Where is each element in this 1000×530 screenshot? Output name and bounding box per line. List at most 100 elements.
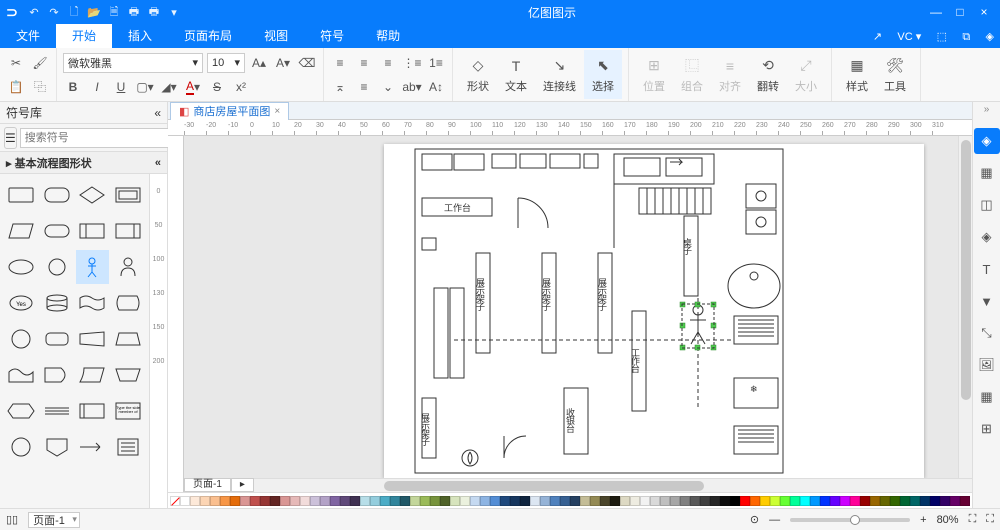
tab-insert[interactable]: 插入 <box>112 24 168 48</box>
arrange-flip[interactable]: ⟲翻转 <box>749 50 787 99</box>
color-swatch[interactable] <box>280 496 290 506</box>
style-button[interactable]: ▦样式 <box>838 50 876 99</box>
shape-tape[interactable] <box>76 286 110 320</box>
category-header[interactable]: ▸ 基本流程图形状« <box>0 152 167 174</box>
doctab-active[interactable]: ◧ 商店房屋平面图 × <box>170 102 289 120</box>
shape-person2[interactable] <box>111 250 145 284</box>
font-clear[interactable]: ⌫ <box>297 53 317 73</box>
shape-process[interactable] <box>40 322 74 356</box>
valign-top[interactable]: ⌅ <box>330 77 350 97</box>
color-swatch[interactable] <box>920 496 930 506</box>
rb-2[interactable]: ◫ <box>974 192 1000 218</box>
color-swatch[interactable] <box>290 496 300 506</box>
close-button[interactable]: × <box>976 5 992 19</box>
color-swatch[interactable] <box>200 496 210 506</box>
tool-select[interactable]: ⬉选择 <box>584 50 622 99</box>
numbering[interactable]: 1≡ <box>426 53 446 73</box>
align-left[interactable]: ≡ <box>330 53 350 73</box>
tab-view[interactable]: 视图 <box>248 24 304 48</box>
color-swatch[interactable] <box>500 496 510 506</box>
scrollbar-horizontal[interactable] <box>184 478 972 492</box>
collapse-left-icon[interactable]: « <box>154 106 161 120</box>
rb-5[interactable]: ▼ <box>974 288 1000 314</box>
shape-noteframe[interactable]: Type the sidemember of <box>111 394 145 428</box>
color-swatch[interactable] <box>700 496 710 506</box>
color-swatch[interactable] <box>410 496 420 506</box>
qat-new[interactable]: 🗋 <box>64 2 84 22</box>
color-swatch[interactable] <box>760 496 770 506</box>
color-swatch[interactable] <box>660 496 670 506</box>
sb-full[interactable]: ⛶ <box>986 513 994 526</box>
canvas-viewport[interactable]: 工作台 展示架子 展示架子 展示架子 工作台 桌子 <box>168 136 972 492</box>
page-tab[interactable]: 页面-1 <box>184 478 231 492</box>
copy-button[interactable]: ⿻ <box>30 77 50 97</box>
color-swatch[interactable] <box>480 496 490 506</box>
color-swatch[interactable] <box>260 496 270 506</box>
strike-button[interactable]: S <box>207 77 227 97</box>
shape-wave[interactable] <box>4 358 38 392</box>
color-swatch[interactable] <box>570 496 580 506</box>
shape-trap2[interactable] <box>111 358 145 392</box>
shape-manual[interactable] <box>76 322 110 356</box>
color-swatch[interactable] <box>300 496 310 506</box>
tab-layout[interactable]: 页面布局 <box>168 24 248 48</box>
color-swatch[interactable] <box>910 496 920 506</box>
rb-4[interactable]: T <box>974 256 1000 282</box>
color-swatch[interactable] <box>470 496 480 506</box>
color-swatch[interactable] <box>590 496 600 506</box>
shape-hex[interactable] <box>4 394 38 428</box>
valign-mid[interactable]: ≡ <box>354 77 374 97</box>
color-swatch[interactable] <box>870 496 880 506</box>
shape-yes[interactable]: Yes <box>4 286 38 320</box>
color-swatch[interactable] <box>930 496 940 506</box>
color-swatch[interactable] <box>240 496 250 506</box>
tab-file[interactable]: 文件 <box>0 24 56 48</box>
color-swatch[interactable] <box>680 496 690 506</box>
tab-help[interactable]: 帮助 <box>360 24 416 48</box>
shape-circle2[interactable] <box>4 322 38 356</box>
fontsize-select[interactable]: 10▾ <box>207 53 245 73</box>
shape-conn[interactable] <box>4 430 38 464</box>
color-swatch[interactable] <box>690 496 700 506</box>
paste-button[interactable]: 📋 <box>6 77 26 97</box>
maximize-button[interactable]: □ <box>952 5 968 19</box>
shape-terminal[interactable] <box>40 214 74 248</box>
color-swatch[interactable] <box>580 496 590 506</box>
shape-double[interactable] <box>111 178 145 212</box>
tool-shape[interactable]: ◇形状 <box>459 50 497 99</box>
zoom-level[interactable]: 80% <box>937 514 959 526</box>
shape-cylinder[interactable] <box>40 286 74 320</box>
valign-bot[interactable]: ⌄ <box>378 77 398 97</box>
sb-fit[interactable]: ⛶ <box>969 513 977 526</box>
color-swatch[interactable] <box>650 496 660 506</box>
color-swatch[interactable] <box>530 496 540 506</box>
color-swatch[interactable] <box>510 496 520 506</box>
shape-display[interactable] <box>111 286 145 320</box>
scrollbar-vertical[interactable] <box>958 136 972 478</box>
cut-button[interactable]: ✂ <box>6 53 26 73</box>
doctab-close[interactable]: × <box>274 106 280 117</box>
color-swatch[interactable] <box>940 496 950 506</box>
rb-9[interactable]: ⊞ <box>974 416 1000 442</box>
color-swatch[interactable] <box>900 496 910 506</box>
color-swatch[interactable] <box>630 496 640 506</box>
rb-6[interactable]: ⤡ <box>974 320 1000 346</box>
qat-redo[interactable]: ↷ <box>44 2 64 22</box>
fill-button[interactable]: ◢▾ <box>159 77 179 97</box>
color-swatch[interactable] <box>440 496 450 506</box>
color-swatch[interactable] <box>820 496 830 506</box>
underline-button[interactable]: U <box>111 77 131 97</box>
fontcolor-button[interactable]: A▾ <box>183 77 203 97</box>
color-swatch[interactable] <box>850 496 860 506</box>
font-select[interactable]: 微软雅黑▾ <box>63 53 203 73</box>
color-swatch[interactable] <box>960 496 970 506</box>
color-swatch[interactable] <box>560 496 570 506</box>
color-swatch[interactable] <box>640 496 650 506</box>
shape-sum[interactable] <box>40 394 74 428</box>
shape-roundrect[interactable] <box>40 178 74 212</box>
panel1-icon[interactable]: ⬚ <box>931 31 953 43</box>
zoom-in[interactable]: + <box>920 514 926 526</box>
qat-undo[interactable]: ↶ <box>24 2 44 22</box>
color-swatch[interactable] <box>520 496 530 506</box>
color-swatch[interactable] <box>540 496 550 506</box>
